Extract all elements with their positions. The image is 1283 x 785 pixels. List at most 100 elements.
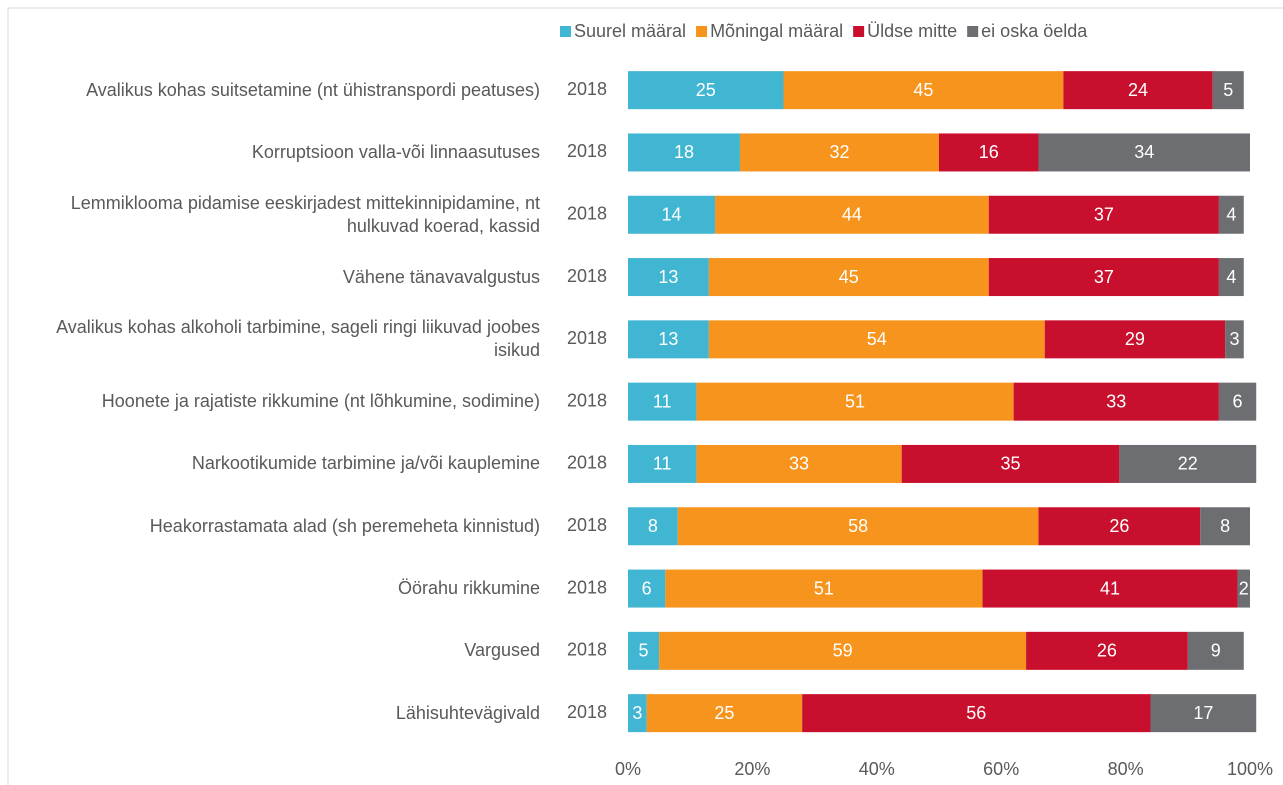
data-label: 26 bbox=[1097, 641, 1117, 661]
year-label: 2018 bbox=[567, 515, 607, 535]
data-label: 32 bbox=[829, 142, 849, 162]
bar-segment bbox=[628, 258, 709, 297]
bar-segment bbox=[628, 195, 716, 234]
bar-segment bbox=[1038, 133, 1250, 172]
data-label: 8 bbox=[648, 516, 658, 536]
data-label: 25 bbox=[714, 703, 734, 723]
category-label: Lemmiklooma pidamise eeskirjadest mittek… bbox=[70, 192, 540, 236]
data-label: 13 bbox=[658, 267, 678, 287]
data-label: 59 bbox=[833, 641, 853, 661]
data-label: 11 bbox=[653, 454, 672, 474]
data-label: 51 bbox=[814, 578, 834, 598]
x-tick-label: 100% bbox=[1227, 759, 1273, 779]
data-label: 14 bbox=[662, 205, 682, 225]
data-label: 37 bbox=[1094, 205, 1114, 225]
bar-segment bbox=[628, 133, 740, 172]
data-label: 9 bbox=[1211, 641, 1221, 661]
bar-segment bbox=[802, 694, 1151, 733]
category-label: Hoonete ja rajatiste rikkumine (nt lõhku… bbox=[101, 391, 540, 412]
bar-segment bbox=[1225, 320, 1244, 359]
bar-segment bbox=[696, 444, 902, 483]
legend-swatch bbox=[560, 26, 571, 37]
data-label: 22 bbox=[1178, 454, 1198, 474]
data-label: 5 bbox=[1223, 80, 1233, 100]
data-label: 29 bbox=[1125, 329, 1145, 349]
bar-segment bbox=[628, 71, 784, 110]
x-tick-label: 60% bbox=[983, 759, 1019, 779]
data-label: 16 bbox=[979, 142, 999, 162]
bar-segment bbox=[1038, 507, 1201, 546]
data-label: 3 bbox=[632, 703, 642, 723]
year-label: 2018 bbox=[567, 453, 607, 473]
category-label: Öörahu rikkumine bbox=[397, 578, 540, 599]
bar-segment bbox=[982, 569, 1238, 608]
data-label: 11 bbox=[653, 391, 672, 411]
bar-segment bbox=[1044, 320, 1226, 359]
data-label: 41 bbox=[1100, 578, 1120, 598]
bar-segment bbox=[708, 320, 1045, 359]
bar-segment bbox=[1218, 382, 1257, 421]
bar-segment bbox=[1200, 507, 1250, 546]
data-label: 51 bbox=[845, 391, 865, 411]
data-label: 58 bbox=[848, 516, 868, 536]
year-label: 2018 bbox=[567, 79, 607, 99]
bar-segment bbox=[1212, 71, 1244, 110]
data-label: 44 bbox=[842, 205, 862, 225]
bar-segment bbox=[1237, 569, 1250, 608]
data-label: 4 bbox=[1226, 205, 1236, 225]
data-label: 37 bbox=[1094, 267, 1114, 287]
bar-segment bbox=[1013, 382, 1219, 421]
bar-segment bbox=[1026, 631, 1188, 670]
year-label: 2018 bbox=[567, 577, 607, 597]
bar-segment bbox=[1150, 694, 1257, 733]
bar-segment bbox=[988, 258, 1219, 297]
year-label: 2018 bbox=[567, 204, 607, 224]
bar-segment bbox=[783, 71, 1064, 110]
data-label: 45 bbox=[913, 80, 933, 100]
x-tick-label: 40% bbox=[859, 759, 895, 779]
data-label: 45 bbox=[839, 267, 859, 287]
data-label: 33 bbox=[1106, 391, 1126, 411]
bar-segment bbox=[696, 382, 1014, 421]
bar-segment bbox=[988, 195, 1219, 234]
category-label: Vähene tänavavalgustus bbox=[342, 266, 540, 287]
legend-swatch bbox=[967, 26, 979, 37]
data-label: 6 bbox=[642, 578, 652, 598]
data-label: 35 bbox=[1001, 454, 1021, 474]
bar-segment bbox=[628, 382, 697, 421]
legend-label: ei oska öelda bbox=[981, 21, 1088, 41]
data-label: 34 bbox=[1134, 142, 1154, 162]
bar-segment bbox=[901, 444, 1120, 483]
data-label: 18 bbox=[674, 142, 694, 162]
bar-segment bbox=[628, 569, 666, 608]
bar-segment bbox=[939, 133, 1039, 172]
year-label: 2018 bbox=[567, 640, 607, 660]
bar-segment bbox=[1218, 195, 1244, 234]
bar-segment bbox=[715, 195, 989, 234]
data-label: 56 bbox=[966, 703, 986, 723]
x-tick-label: 80% bbox=[1108, 759, 1144, 779]
bar-segment bbox=[665, 569, 983, 608]
bar-segment bbox=[659, 631, 1027, 670]
bar-segment bbox=[739, 133, 939, 172]
bar-segment bbox=[628, 507, 678, 546]
category-label: Korruptsioon valla-või linnaasutuses bbox=[251, 141, 540, 162]
legend-swatch bbox=[853, 26, 865, 37]
frame bbox=[7, 7, 1283, 785]
year-label: 2018 bbox=[567, 702, 607, 722]
bar-segment bbox=[628, 444, 697, 483]
bar-segment bbox=[628, 320, 709, 359]
legend-swatch bbox=[696, 26, 708, 37]
bar-segment bbox=[677, 507, 1039, 546]
category-label: Heakorrastamata alad (sh peremeheta kinn… bbox=[149, 515, 540, 536]
bar-segment bbox=[1187, 631, 1244, 670]
data-label: 6 bbox=[1233, 391, 1243, 411]
bar-segment bbox=[708, 258, 989, 297]
data-label: 54 bbox=[867, 329, 887, 349]
category-label: Vargused bbox=[464, 640, 540, 661]
bar-segment bbox=[628, 694, 647, 733]
data-label: 3 bbox=[1229, 329, 1239, 349]
data-label: 17 bbox=[1193, 703, 1213, 723]
bar-segment bbox=[646, 694, 803, 733]
